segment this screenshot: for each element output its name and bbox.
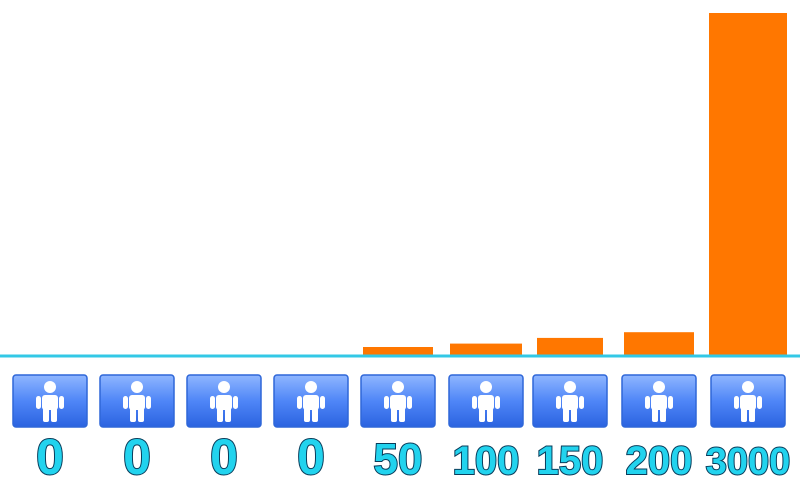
person-icon [36,381,64,422]
value-label: 0 [210,429,238,485]
value-label: 3000 [706,441,791,483]
value-label: 0 [123,429,151,485]
person-tile [12,374,88,428]
value-label: 100 [453,439,520,483]
value-label: 0 [36,429,64,485]
value-label: 200 [626,439,693,483]
bar [450,343,522,355]
person-icon [123,381,151,422]
bar [709,13,787,355]
person-tile [273,374,349,428]
person-tile [360,374,436,428]
person-tile [532,374,608,428]
person-tile [448,374,524,428]
person-icon [384,381,412,422]
person-tile [710,374,786,428]
person-icon [556,381,584,422]
bar [624,332,694,355]
value-label: 0 [297,429,325,485]
person-tile [186,374,262,428]
person-icon [472,381,500,422]
bars [363,13,787,355]
value-label: 150 [537,439,604,483]
person-icon [645,381,673,422]
bar [537,337,603,355]
person-icon [297,381,325,422]
person-tile [99,374,175,428]
icon-tiles [12,374,786,428]
person-icon [210,381,238,422]
bar [363,347,433,355]
value-labels: 0 0 0 0 50 100 150 200 3000 [35,428,791,486]
value-label: 50 [374,435,423,484]
person-icon [734,381,762,422]
person-tile [621,374,697,428]
